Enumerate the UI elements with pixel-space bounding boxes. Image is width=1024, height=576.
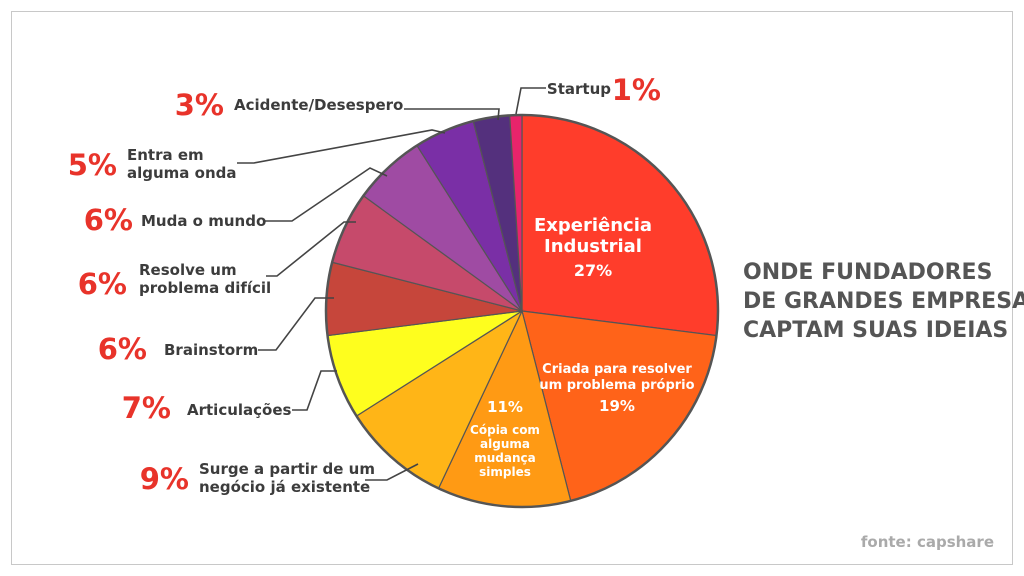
slice-label-5: Brainstorm — [164, 341, 258, 359]
chart-title-line-1: DE GRANDES EMPRESAS — [743, 289, 1024, 314]
pie-outline — [324, 113, 720, 509]
slice-label-8: Entra em alguma onda — [127, 146, 237, 182]
chart-source: fonte: capshare — [861, 533, 994, 551]
leader-line-7 — [265, 167, 388, 222]
slice-value-9: 3% — [175, 88, 224, 122]
slice-label-9: Acidente/Desespero — [234, 96, 403, 114]
leader-line-3 — [365, 463, 419, 481]
chart-title-line-2: CAPTAM SUAS IDEIAS — [743, 318, 1008, 343]
leader-line-4 — [292, 370, 337, 411]
slice-label-4: Articulações — [187, 401, 292, 419]
slice-value-3: 9% — [140, 462, 189, 496]
leader-line-9 — [404, 108, 500, 121]
slice-label-10: Startup — [547, 80, 611, 98]
chart-frame — [11, 11, 1013, 565]
chart-title: ONDE FUNDADORES DE GRANDES EMPRESAS CAPTAM… — [743, 260, 1024, 343]
slice-labels: Experiência Industrial 27% Criada para reso… — [68, 73, 695, 496]
leader-line-5 — [258, 297, 334, 351]
slice-label-1: Criada para resolver um problema próprio — [539, 362, 694, 393]
slice-value-6: 6% — [78, 267, 127, 301]
slice-value-4: 7% — [122, 391, 171, 425]
leader-line-6 — [266, 221, 356, 277]
chart-title-line-0: ONDE FUNDADORES — [743, 260, 992, 285]
slice-value-8: 5% — [68, 148, 117, 182]
leader-line-10 — [515, 87, 546, 115]
slice-label-3: Surge a partir de um negócio já existente — [199, 460, 375, 496]
slice-label-2: Cópia com alguma mudança simples — [470, 423, 540, 479]
slice-value-7: 6% — [84, 203, 133, 237]
leader-line-8 — [237, 129, 446, 164]
slice-value-1: 19% — [599, 397, 635, 415]
slice-label-7: Muda o mundo — [141, 212, 266, 230]
slice-value-0: 27% — [574, 261, 612, 280]
pie-slices — [324, 113, 720, 509]
slice-label-0: Experiência Industrial — [534, 215, 652, 257]
slice-value-5: 6% — [98, 332, 147, 366]
leader-lines — [237, 87, 546, 481]
slice-label-6: Resolve um problema difícil — [139, 261, 271, 297]
slice-value-2: 11% — [487, 398, 523, 416]
slice-value-10: 1% — [612, 73, 661, 107]
